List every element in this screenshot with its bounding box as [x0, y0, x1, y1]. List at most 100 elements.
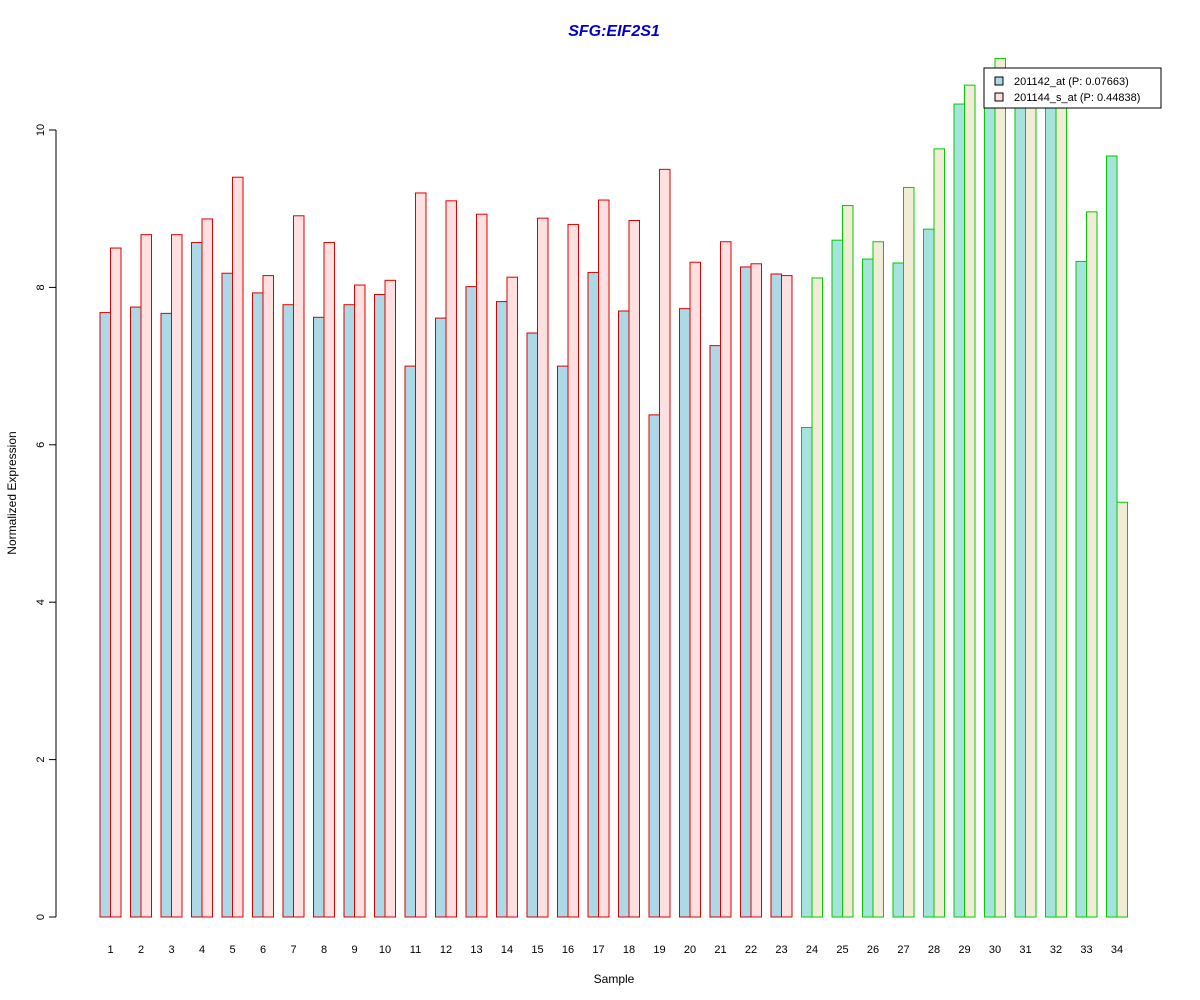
legend-swatch: [994, 76, 1004, 86]
bar-series1-sample-24: [801, 426, 813, 918]
legend-swatch: [994, 92, 1004, 102]
x-tick-label: 5: [229, 944, 235, 956]
bar-series1-sample-18: [618, 310, 630, 918]
bar-series1-sample-17: [587, 271, 599, 918]
bar-series2-sample-21: [720, 241, 732, 918]
bar-series2-sample-27: [903, 186, 915, 918]
bar-series1-sample-10: [374, 293, 386, 918]
bar-series2-sample-22: [750, 263, 762, 918]
bar-series1-sample-19: [648, 414, 660, 918]
legend-label: 201142_at (P: 0.07663): [1014, 76, 1129, 88]
bar-series1-sample-9: [343, 304, 355, 918]
bar-series1-sample-16: [557, 365, 569, 918]
bar-series1-sample-6: [252, 292, 264, 918]
x-tick-label: 23: [775, 944, 787, 956]
x-tick-label: 9: [351, 944, 357, 956]
y-tick-label: 10: [35, 124, 47, 136]
bar-series2-sample-15: [537, 217, 549, 918]
x-tick-label: 30: [989, 944, 1001, 956]
bar-series2-sample-10: [384, 279, 396, 918]
x-tick-label: 29: [958, 944, 970, 956]
bar-series2-sample-18: [628, 220, 640, 918]
bar-series1-sample-5: [221, 272, 233, 918]
bar-series1-sample-25: [831, 239, 843, 918]
bar-series1-sample-27: [892, 262, 904, 918]
x-tick-label: 6: [260, 944, 266, 956]
bar-series1-sample-32: [1045, 90, 1057, 918]
bar-series2-sample-5: [232, 176, 244, 918]
bar-series1-sample-15: [526, 332, 538, 918]
x-tick-label: 2: [138, 944, 144, 956]
x-tick-label: 34: [1111, 944, 1123, 956]
bar-series2-sample-19: [659, 168, 671, 918]
bar-series1-sample-29: [953, 103, 965, 918]
bar-series2-sample-34: [1116, 501, 1128, 918]
x-tick-label: 19: [653, 944, 665, 956]
bar-series2-sample-28: [933, 148, 945, 918]
x-tick-label: 1: [107, 944, 113, 956]
legend: 201142_at (P: 0.07663) 201144_s_at (P: 0.…: [983, 67, 1162, 109]
x-tick-label: 32: [1050, 944, 1062, 956]
x-tick-label: 15: [531, 944, 543, 956]
y-tick-label: 2: [35, 757, 47, 763]
y-tick-label: 0: [35, 914, 47, 920]
bar-series2-sample-2: [140, 234, 152, 918]
y-axis-label: Normalized Expression: [5, 431, 19, 554]
x-tick-label: 8: [321, 944, 327, 956]
bar-series1-sample-7: [282, 304, 294, 918]
x-tick-label: 25: [836, 944, 848, 956]
x-tick-label: 31: [1019, 944, 1031, 956]
bar-series1-sample-12: [435, 317, 447, 918]
bar-series2-sample-32: [1055, 90, 1067, 918]
bar-series1-sample-28: [923, 228, 935, 918]
bar-series1-sample-2: [130, 306, 142, 918]
x-axis-tick-labels: 1 2 3 4 5 6 7 8 9 10 11 12 13 14 15 16 17 18 19 20 21 22 23 24 2…: [107, 944, 1123, 956]
bar-series2-sample-16: [567, 223, 579, 918]
bar-series1-sample-23: [770, 273, 782, 918]
x-tick-label: 17: [592, 944, 604, 956]
x-tick-label: 27: [897, 944, 909, 956]
bar-series1-sample-4: [191, 242, 203, 918]
bar-series1-sample-26: [862, 258, 874, 918]
x-tick-label: 12: [440, 944, 452, 956]
bar-series1-sample-8: [313, 316, 325, 918]
bar-series2-sample-25: [842, 205, 854, 918]
x-tick-label: 13: [470, 944, 482, 956]
bar-series1-sample-21: [709, 345, 721, 918]
bar-series2-sample-14: [506, 276, 518, 918]
bar-series2-sample-17: [598, 199, 610, 918]
x-tick-label: 3: [168, 944, 174, 956]
bar-series2-sample-30: [994, 57, 1006, 918]
bar-series2-sample-11: [415, 192, 427, 918]
x-tick-label: 22: [745, 944, 757, 956]
bar-series1-sample-14: [496, 301, 508, 918]
bar-series1-sample-33: [1075, 260, 1087, 918]
bar-series2-sample-7: [293, 215, 305, 918]
bar-series2-sample-1: [110, 247, 122, 918]
x-tick-label: 7: [290, 944, 296, 956]
x-tick-label: 10: [379, 944, 391, 956]
bar-series2-sample-13: [476, 213, 488, 918]
bar-series1-sample-22: [740, 266, 752, 918]
x-tick-label: 21: [714, 944, 726, 956]
bar-series1-sample-1: [99, 312, 111, 918]
chart-title: SFG:EIF2S1: [568, 23, 660, 40]
bar-series2-sample-31: [1025, 78, 1037, 918]
bar-series2-sample-6: [262, 275, 274, 918]
x-tick-label: 16: [562, 944, 574, 956]
bar-series2-sample-9: [354, 284, 366, 918]
legend-label: 201144_s_at (P: 0.44838): [1014, 92, 1140, 104]
bar-series1-sample-31: [1014, 82, 1026, 918]
y-tick-label: 8: [35, 284, 47, 290]
y-axis: 0 2 4 6 8 10: [35, 124, 57, 920]
bar-series2-sample-23: [781, 275, 793, 918]
x-tick-label: 18: [623, 944, 635, 956]
bar-series1-sample-11: [404, 365, 416, 918]
bar-series1-sample-3: [160, 312, 172, 918]
bar-series1-sample-30: [984, 71, 996, 918]
x-tick-label: 24: [806, 944, 818, 956]
bar-series2-sample-33: [1086, 211, 1098, 918]
bar-series2-sample-24: [811, 277, 823, 918]
x-tick-label: 14: [501, 944, 513, 956]
